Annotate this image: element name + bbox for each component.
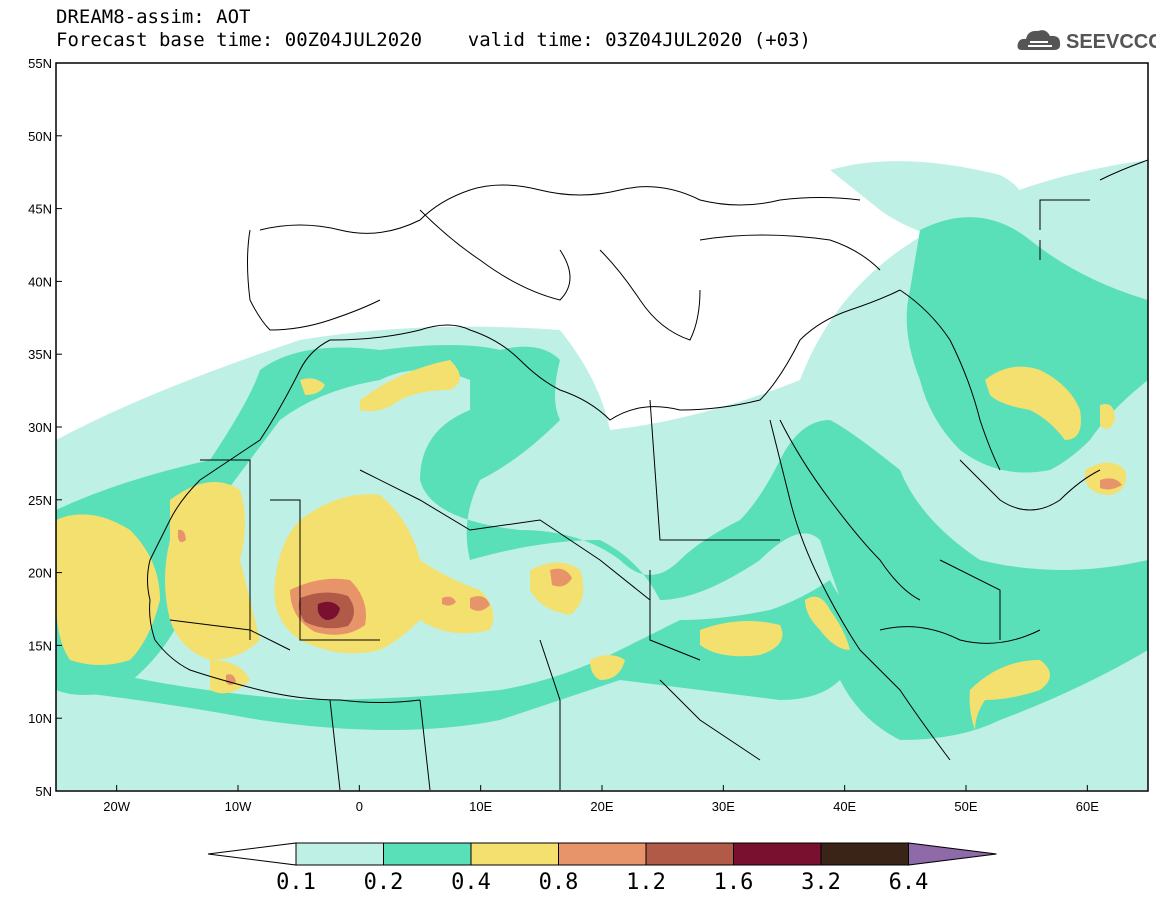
lon-label: 30E xyxy=(712,799,735,814)
lat-label: 35N xyxy=(28,347,52,362)
seevccc-logo: SEEVCCC xyxy=(1017,30,1156,53)
latitude-axis: 55N 50N 45N 40N 35N 30N 25N 20N 15N 10N 5N xyxy=(28,56,62,799)
lon-label: 60E xyxy=(1076,799,1099,814)
cloud-icon xyxy=(1017,30,1061,50)
colorbar-label: 1.2 xyxy=(626,870,666,895)
lon-label: 50E xyxy=(954,799,977,814)
lon-label: 10W xyxy=(225,799,252,814)
colorbar-swatch xyxy=(383,842,472,866)
lat-label: 5N xyxy=(35,784,52,799)
lat-label: 25N xyxy=(28,493,52,508)
colorbar-label: 1.6 xyxy=(713,870,754,895)
forecast-time-label: Forecast base time: 00Z04JUL2020 valid t… xyxy=(56,29,811,51)
lat-label: 30N xyxy=(28,420,52,435)
colorbar-label: 3.2 xyxy=(801,870,841,895)
colorbar xyxy=(207,842,997,866)
lat-label: 50N xyxy=(28,129,52,144)
longitude-axis: 20W 10W 0 10E 20E 30E 40E 50E 60E xyxy=(103,785,1099,814)
map-title: DREAM8-assim: AOT xyxy=(56,6,251,28)
lat-label: 55N xyxy=(28,56,52,71)
aot-field xyxy=(56,159,1148,791)
colorbar-over-triangle xyxy=(908,842,997,866)
lon-label: 0 xyxy=(356,799,363,814)
lon-label: 40E xyxy=(833,799,856,814)
logo-text: SEEVCCC xyxy=(1066,31,1156,53)
lat-label: 10N xyxy=(28,711,52,726)
colorbar-swatch xyxy=(820,842,909,866)
colorbar-swatch xyxy=(558,842,647,866)
colorbar-label: 6.4 xyxy=(888,870,929,895)
lon-label: 10E xyxy=(469,799,492,814)
lat-label: 15N xyxy=(28,638,52,653)
lat-label: 45N xyxy=(28,202,52,217)
lat-label: 20N xyxy=(28,566,52,581)
colorbar-swatch xyxy=(295,842,384,866)
colorbar-label: 0.8 xyxy=(538,870,579,895)
colorbar-swatch xyxy=(733,842,822,866)
lon-label: 20W xyxy=(103,799,130,814)
colorbar-label: 0.1 xyxy=(276,870,316,895)
colorbar-label: 0.2 xyxy=(363,870,404,895)
colorbar-label: 0.4 xyxy=(451,870,491,895)
lon-label: 20E xyxy=(590,799,613,814)
lat-label: 40N xyxy=(28,274,52,289)
colorbar-swatch xyxy=(645,842,734,866)
colorbar-under-triangle xyxy=(207,842,297,866)
colorbar-swatch xyxy=(470,842,559,866)
